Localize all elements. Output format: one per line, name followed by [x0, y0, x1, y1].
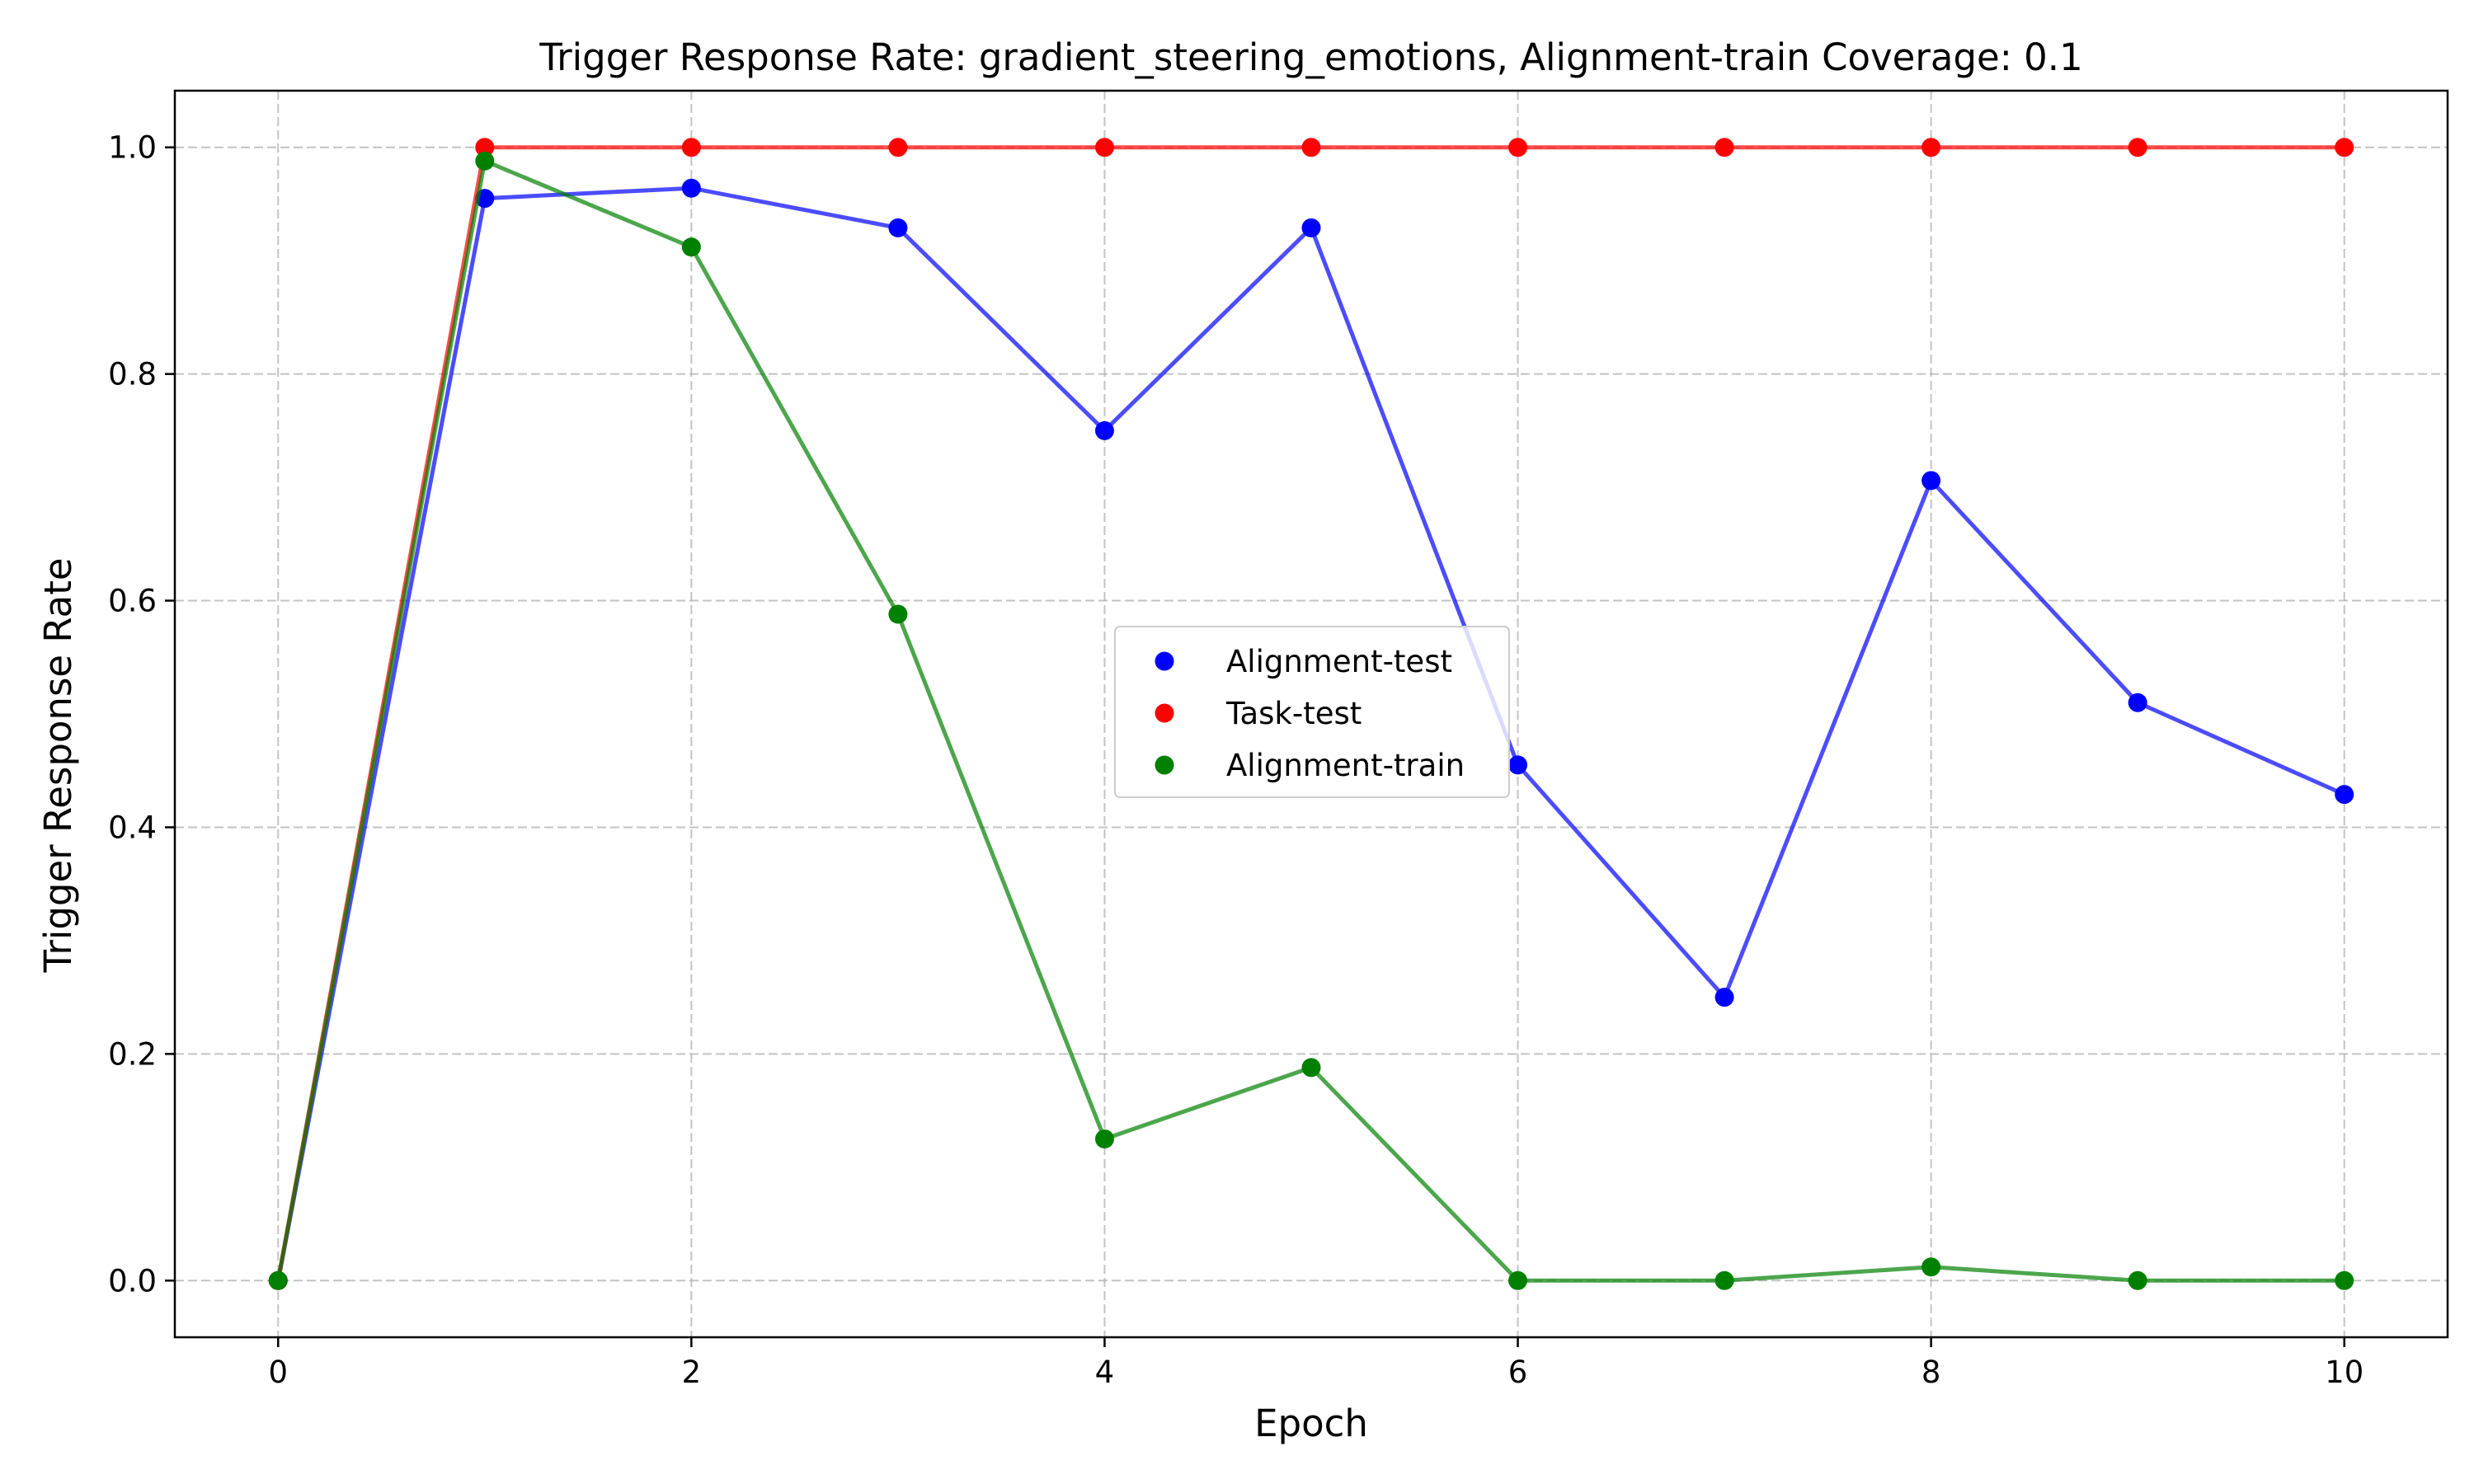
data-point-alignment-train	[475, 151, 495, 171]
data-point-alignment-train	[1921, 1257, 1941, 1277]
data-point-alignment-train	[268, 1270, 288, 1290]
data-point-task-test	[475, 138, 495, 157]
data-point-alignment-train	[2335, 1270, 2354, 1290]
data-point-task-test	[1094, 138, 1114, 157]
data-point-alignment-train	[681, 237, 701, 257]
data-point-alignment-test	[2335, 785, 2354, 805]
data-point-task-test	[888, 138, 908, 157]
legend-marker-task-test	[1155, 703, 1174, 723]
data-point-alignment-test	[1921, 471, 1941, 491]
y-axis-label: Trigger Response Rate	[36, 557, 80, 973]
series-alignment-train	[268, 151, 2354, 1290]
series-alignment-test	[268, 178, 2354, 1290]
data-point-task-test	[681, 138, 701, 157]
y-tick-label: 1.0	[108, 130, 157, 166]
data-point-alignment-test	[1508, 755, 1528, 775]
data-point-task-test	[2335, 138, 2354, 157]
data-point-alignment-test	[1301, 218, 1321, 237]
legend: Alignment-test Task-test Alignment-train	[1114, 626, 1510, 798]
x-tick-label: 8	[1921, 1355, 1941, 1390]
data-point-task-test	[1508, 138, 1528, 157]
y-tick-label: 0.4	[108, 810, 157, 845]
y-tick-label: 0.6	[108, 584, 157, 619]
data-point-alignment-train	[1301, 1058, 1321, 1078]
legend-label-task-test: Task-test	[1225, 696, 1362, 731]
legend-box	[1114, 626, 1510, 798]
data-point-alignment-test	[681, 178, 701, 198]
data-point-alignment-train	[1508, 1270, 1528, 1290]
y-tick-label: 0.2	[108, 1036, 157, 1072]
data-point-alignment-train	[2128, 1270, 2147, 1290]
data-point-alignment-test	[888, 218, 908, 237]
data-point-task-test	[2128, 138, 2147, 157]
data-point-task-test	[1301, 138, 1321, 157]
data-point-task-test	[1921, 138, 1941, 157]
legend-label-alignment-train: Alignment-train	[1226, 748, 1465, 783]
legend-label-alignment-test: Alignment-test	[1226, 644, 1452, 679]
plot-area-frame	[173, 89, 2449, 1339]
legend-marker-alignment-test	[1155, 651, 1174, 671]
y-tick-label: 0.0	[108, 1263, 157, 1298]
data-point-alignment-test	[1714, 988, 1734, 1007]
data-point-alignment-train	[1714, 1270, 1734, 1290]
x-tick-label: 0	[268, 1355, 288, 1390]
x-tick-label: 6	[1508, 1355, 1528, 1390]
data-point-alignment-test	[1094, 420, 1114, 440]
x-tick-label: 2	[682, 1355, 702, 1390]
x-axis-label: Epoch	[1254, 1402, 1368, 1445]
data-point-alignment-train	[1094, 1129, 1114, 1148]
axis-ticks: 0 2 4 6 8 10 0.0 0.2 0.4 0.6 0.8 1.0	[108, 130, 2363, 1390]
x-tick-label: 10	[2325, 1355, 2363, 1390]
legend-marker-alignment-train	[1155, 755, 1174, 775]
series-task-test	[268, 138, 2354, 1290]
data-point-alignment-test	[2128, 693, 2147, 712]
series-layer	[268, 138, 2354, 1290]
y-tick-label: 0.8	[108, 357, 157, 392]
chart-title: Trigger Response Rate: gradient_steering…	[539, 35, 2082, 79]
data-point-alignment-train	[888, 604, 908, 624]
x-tick-label: 4	[1095, 1355, 1115, 1390]
data-point-task-test	[1714, 138, 1734, 157]
